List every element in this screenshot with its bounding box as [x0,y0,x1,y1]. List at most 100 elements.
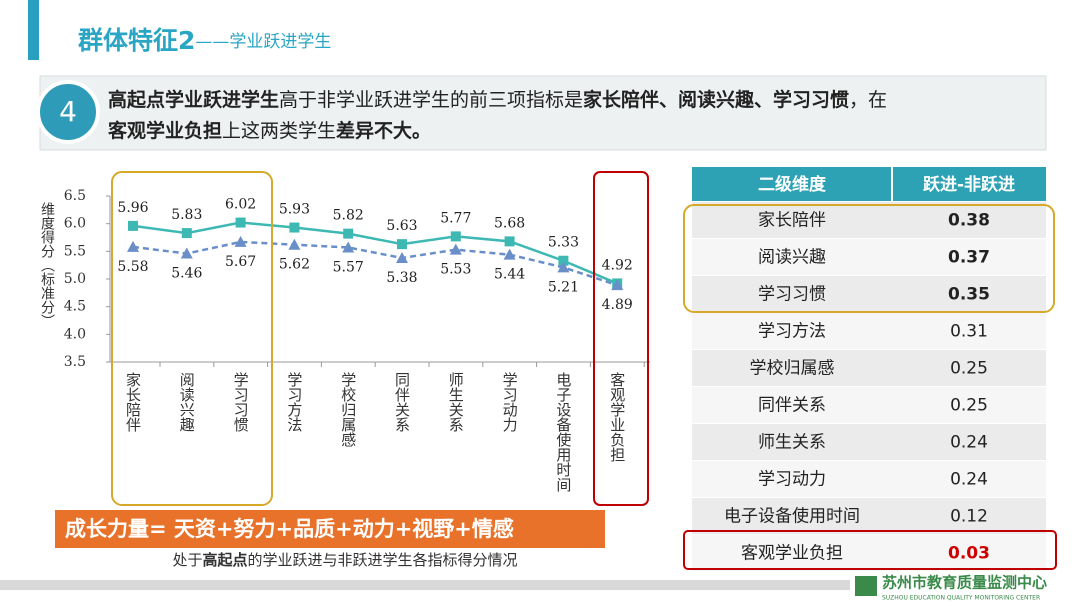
marker [396,251,408,263]
caption-segment: 高起点 [202,551,247,569]
x-tick-label: 家长陪伴 [124,372,142,432]
table-header-cell: 跃进-非跃进 [923,174,1015,195]
data-label: 5.62 [279,257,310,273]
table-row-bg [692,202,1046,238]
marker [449,243,462,255]
table-cell: 0.35 [948,285,990,305]
marker [558,255,569,266]
series-line [132,221,618,285]
data-label: 5.58 [117,259,148,275]
table-row-bg [692,350,1046,386]
logo-icon [855,576,877,596]
table-header-cell: 二级维度 [758,174,827,195]
table-cell: 电子设备使用时间 [724,506,860,527]
y-tick-label: 3.5 [64,354,86,370]
y-tick-label: 4.5 [64,299,86,315]
x-tick-label: 学习习惯 [232,372,250,432]
table-header-bg [692,167,1046,201]
x-tick-label: 电子设备使用时间 [554,372,572,493]
data-label: 5.38 [386,270,417,286]
caption: 处于高起点的学业跃进与非跃进学生各指标得分情况 [172,551,517,569]
callout-segment: 高于非学业跃进学生的前三项指标是 [279,89,583,111]
caption-segment: 处于 [172,551,202,569]
footer-org-en: SUZHOU EDUCATION QUALITY MONITORING CENT… [882,595,1040,602]
callout-segment: 上这两类学生 [222,120,336,142]
table-cell: 学习习惯 [758,285,826,305]
marker [503,248,516,260]
accent-bar [28,0,39,60]
title-sub: ——学业跃进学生 [195,32,331,52]
table-cell: 0.31 [950,322,988,342]
table-cell: 学习动力 [758,470,826,490]
marker [181,228,192,239]
data-label: 5.33 [548,235,579,251]
chart: 3.5 4.0 4.5 5.0 5.5 6.0 6.5 维度得分（标准分） 家长陪伴 阅读兴趣 学习… [39,188,650,493]
highlight-box [111,171,273,506]
callout-badge [36,80,100,144]
series-line [132,240,618,287]
data-label: 5.57 [333,259,364,275]
data-label: 5.82 [333,208,364,224]
callout-segment: 家长陪伴、阅读兴趣、学习习惯 [583,88,849,111]
marker [235,217,246,228]
table-cell: 学校归属感 [750,359,835,379]
callout-segment: 客观学业负担 [108,119,222,142]
marker [128,220,138,231]
marker [289,222,300,233]
data-label: 5.67 [225,254,256,270]
data-label: 5.44 [494,267,525,283]
highlight-box [683,530,1057,570]
marker [557,261,570,273]
data-label: 5.63 [386,218,417,234]
table-cell: 阅读兴趣 [758,248,826,268]
table-cell: 同伴关系 [758,396,826,416]
banner: 成长力量= 天资+努力+品质+动力+视野+情感 [65,517,514,541]
callout-text: 高起点学业跃进学生高于非学业跃进学生的前三项指标是家长陪伴、阅读兴趣、学习习惯，… [108,88,887,142]
data-label: 5.83 [171,207,202,223]
footer-bar [0,580,850,590]
x-tick-label: 阅读兴趣 [178,372,196,432]
table-row-bg [692,387,1046,423]
x-tick-label: 师生关系 [447,372,465,432]
footer-org: 苏州市教育质量监测中心 [882,574,1047,592]
title-main: 群体特征2 [78,26,195,55]
marker [611,279,624,291]
callout-line: 高起点学业跃进学生高于非学业跃进学生的前三项指标是家长陪伴、阅读兴趣、学习习惯，… [108,88,887,111]
table-cell: 0.38 [948,211,990,231]
x-tick-label: 学习方法 [285,372,303,432]
marker [342,241,355,253]
table-row-bg [692,276,1046,312]
marker [450,231,461,242]
table-cell: 家长陪伴 [758,211,826,231]
callout-line: 客观学业负担上这两类学生差异不大。 [108,119,431,142]
table-row-bg [692,535,1046,571]
y-tick-label: 5.5 [64,243,86,259]
marker [343,228,354,239]
data-label: 4.92 [602,257,633,273]
table-cell: 0.24 [950,433,988,453]
table-cell: 0.24 [950,470,988,490]
table-row-bg [692,313,1046,349]
highlight-box [593,171,649,506]
marker [127,240,139,252]
data-label: 5.96 [117,200,148,216]
y-tick-label: 6.5 [64,188,86,204]
title: 群体特征2——学业跃进学生 [78,26,331,55]
y-axis-label: 维度得分（标准分） [39,202,55,328]
data-label: 5.46 [171,266,202,282]
table-row-bg [692,461,1046,497]
x-tick-label: 同伴关系 [393,372,411,432]
x-tick-label: 学校归属感 [339,372,357,447]
callout-segment: 高起点学业跃进学生 [108,88,279,111]
y-tick-label: 4.0 [64,326,86,342]
data-label: 5.93 [279,202,310,218]
y-tick-label: 6.0 [64,216,86,232]
table-cell: 0.25 [950,396,988,416]
data-label: 5.68 [494,215,525,231]
table-row-bg [692,424,1046,460]
table-cell: 师生关系 [758,433,826,453]
marker [504,236,515,247]
x-tick-label: 客观学业负担 [608,372,626,462]
